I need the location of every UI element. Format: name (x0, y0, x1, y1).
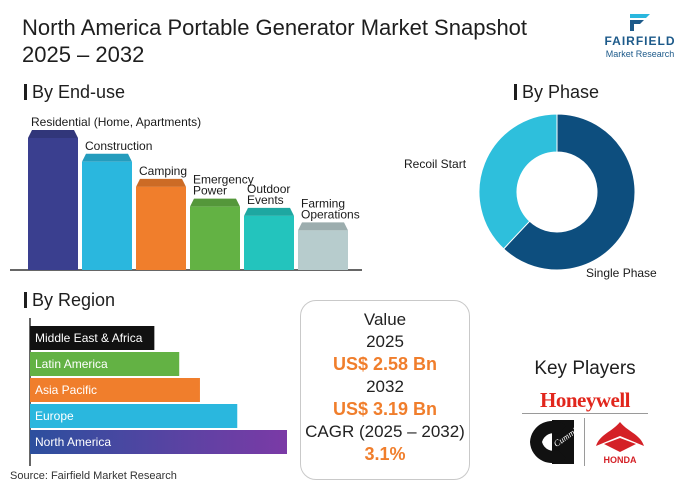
end-use-bar-top (28, 130, 78, 138)
region-bar (30, 326, 155, 350)
end-use-bar (136, 186, 186, 270)
cagr-label: CAGR (2025 – 2032) (305, 422, 465, 441)
end-use-bar-top (298, 222, 348, 231)
end-use-bar (28, 138, 78, 270)
key-players-divider-vertical (584, 418, 585, 466)
key-players-divider (522, 413, 648, 414)
market-value-card: Value 2025 US$ 2.58 Bn 2032 US$ 3.19 Bn … (300, 300, 470, 480)
phase-slice (502, 113, 636, 271)
region-bar (30, 404, 238, 428)
end-use-bar (82, 161, 132, 270)
end-use-category-label: Farming Operations (301, 196, 360, 221)
end-use-bar-top (82, 153, 132, 162)
section-region-label: By Region (32, 290, 116, 310)
end-use-bar-top (244, 207, 294, 216)
page-title: North America Portable Generator Market … (22, 15, 528, 67)
region-bar-label: North America (35, 435, 111, 449)
value-year-2025: 2025 (366, 332, 404, 351)
key-players-title: Key Players (534, 358, 636, 379)
end-use-bar (244, 215, 294, 270)
region-bar-label: Middle East & Africa (35, 331, 143, 345)
region-bar-label: Latin America (35, 357, 108, 371)
end-use-bar-chart: Residential (Home, Apartments) Constructi… (10, 115, 362, 271)
cummins-logo: Cummins (530, 420, 578, 464)
end-use-category-label: Emergency Power (193, 173, 254, 198)
section-end-use: By End-use (24, 82, 125, 103)
end-use-bar (190, 206, 240, 270)
end-use-bar-top (136, 178, 186, 187)
section-phase-label: By Phase (522, 82, 600, 102)
phase-slice (478, 113, 558, 250)
region-bar (30, 430, 287, 454)
section-end-use-label: By End-use (32, 82, 126, 102)
end-use-category-label: Camping (139, 164, 187, 178)
region-bar-chart: Middle East & Africa Latin America Asia Pa… (29, 318, 287, 466)
phase-donut-chart: Single Phase Recoil Start (404, 113, 657, 280)
end-use-bar (298, 230, 348, 270)
end-use-bar-top (190, 198, 240, 207)
fairfield-flag-icon (630, 14, 650, 31)
region-bar-label: Europe (35, 409, 74, 423)
honda-wordmark: HONDA (604, 455, 637, 465)
value-2025: US$ 2.58 Bn (332, 354, 438, 374)
value-year-2032: 2032 (366, 377, 404, 396)
phase-slice-label: Single Phase (586, 266, 657, 280)
end-use-category-label: Outdoor Events (247, 182, 290, 207)
region-bar (30, 378, 200, 402)
region-bar (30, 352, 180, 376)
end-use-category-label: Residential (Home, Apartments) (31, 115, 201, 129)
logo-subtitle: Market Research (605, 49, 675, 59)
logo-brand: FAIRFIELD (604, 34, 676, 48)
fairfield-logo: FAIRFIELD Market Research (592, 12, 688, 62)
honeywell-logo: Honeywell (540, 388, 631, 412)
cagr-value: 3.1% (364, 444, 406, 464)
section-region: By Region (24, 290, 115, 311)
value-2032: US$ 3.19 Bn (332, 399, 438, 419)
honda-logo: HONDA (596, 422, 644, 465)
region-bar-label: Asia Pacific (35, 383, 97, 397)
value-heading: Value (363, 310, 407, 329)
end-use-category-label: Construction (85, 139, 152, 153)
phase-slice-label: Recoil Start (404, 157, 467, 171)
source-note: Source: Fairfield Market Research (10, 470, 177, 482)
section-phase: By Phase (514, 82, 599, 103)
